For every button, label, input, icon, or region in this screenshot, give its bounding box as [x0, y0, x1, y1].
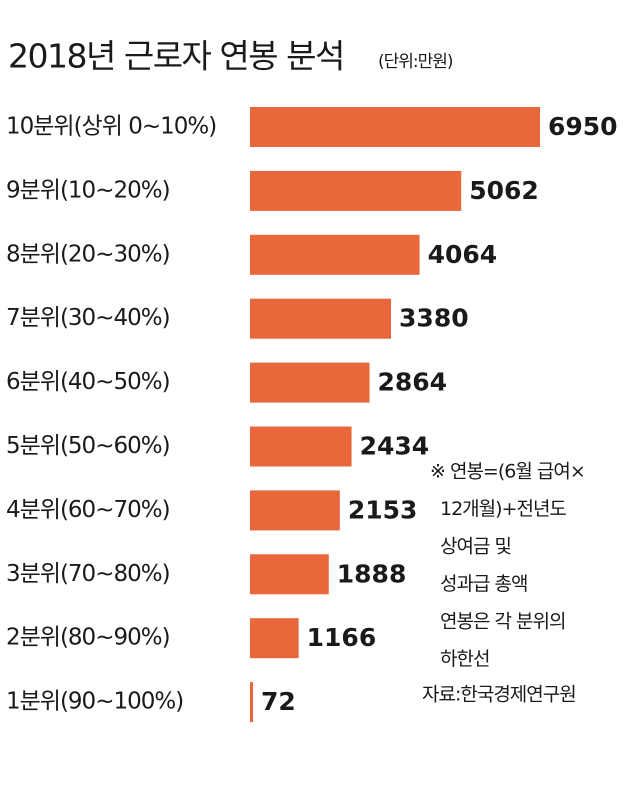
category-label: 9분위(10~20%): [6, 177, 170, 203]
value-label: 4064: [428, 240, 498, 269]
category-label: 8분위(20~30%): [6, 241, 170, 267]
bar: [250, 362, 370, 403]
note: ※ 연봉=(6월 급여×: [430, 461, 585, 483]
category-label: 2분위(80~90%): [6, 625, 170, 651]
bar: [250, 618, 299, 659]
note: 하한선: [440, 648, 489, 670]
chart-title: 2018년 근로자 연봉 분석: [8, 37, 344, 76]
note: 연봉은 각 분위의: [440, 611, 565, 633]
bar: [250, 298, 392, 339]
value-label: 5062: [469, 176, 539, 205]
value-label: 1888: [337, 559, 407, 588]
bar: [250, 682, 254, 723]
category-label: 4분위(60~70%): [6, 497, 170, 523]
bar: [250, 234, 420, 275]
source: 자료:한국경제연구원: [422, 684, 576, 706]
category-label: 10분위(상위 0~10%): [6, 114, 216, 140]
category-label: 7분위(30~40%): [6, 305, 170, 331]
category-label: 3분위(70~80%): [6, 561, 170, 587]
category-label: 5분위(50~60%): [6, 433, 170, 459]
bar: [250, 554, 329, 595]
bar: [250, 107, 540, 147]
bar: [250, 490, 340, 531]
value-label: 2434: [360, 432, 430, 461]
category-label: 6분위(40~50%): [6, 369, 170, 395]
value-label: 2864: [378, 368, 448, 397]
value-label: 3380: [399, 304, 469, 333]
category-label: 1분위(90~100%): [6, 689, 183, 715]
value-label: 6950: [548, 112, 618, 141]
note: 상여금 및: [440, 536, 511, 558]
value-label: 2153: [348, 495, 418, 524]
note: 12개월)+전년도: [440, 498, 566, 520]
note: 성과급 총액: [440, 573, 527, 595]
bar: [250, 426, 352, 467]
chart-subtitle: (단위:만원): [378, 52, 453, 72]
bar: [250, 170, 462, 211]
value-label: 72: [261, 687, 296, 716]
value-label: 1166: [307, 623, 377, 652]
